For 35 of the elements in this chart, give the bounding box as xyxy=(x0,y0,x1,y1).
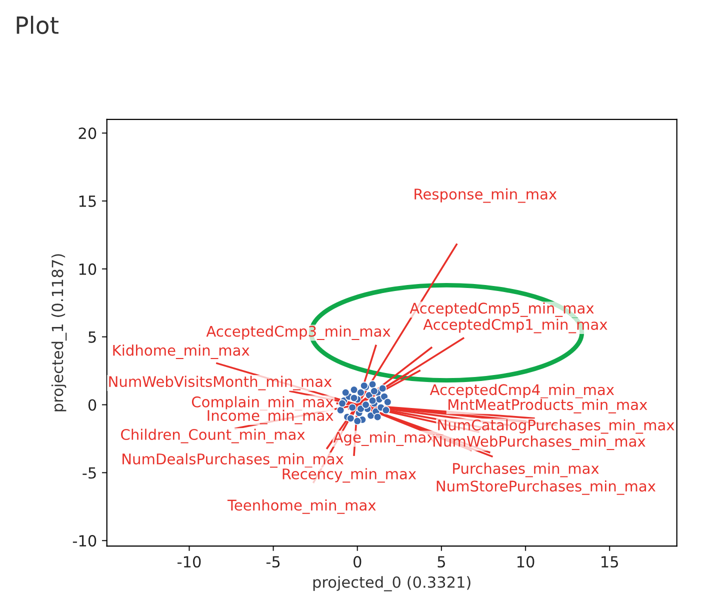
annotation: Age_min_max xyxy=(333,431,435,446)
annotation: MntMeatProducts_min_max xyxy=(448,398,648,414)
x-tick-label: -10 xyxy=(178,556,201,568)
annotation: Purchases_min_max xyxy=(453,462,599,478)
x-tick-label: 5 xyxy=(438,556,445,568)
y-tick-label: 20 xyxy=(78,128,96,140)
annotation: Response_min_max xyxy=(414,188,557,203)
annotation: NumWebVisitsMonth_min_max xyxy=(109,376,332,390)
annotation: NumWebPurchases_min_max xyxy=(433,436,646,450)
y-tick-label: 15 xyxy=(79,196,96,208)
annotation: AcceptedCmp4_min_max xyxy=(430,384,614,398)
annotation: NumDealsPurchases_min_max xyxy=(122,453,344,468)
x-tick-label: 0 xyxy=(354,556,362,568)
x-tick-label: -5 xyxy=(266,556,280,568)
annotation: Complain_min_max xyxy=(192,396,334,411)
annotation: Income_min_max xyxy=(208,410,334,424)
y-tick-label: 0 xyxy=(88,399,96,411)
annotation: Kidhome_min_max xyxy=(113,344,250,360)
annotation: Recency_min_max xyxy=(282,468,416,483)
annotation: AcceptedCmp1_min_max xyxy=(423,318,608,334)
y-tick-label: -10 xyxy=(72,535,96,547)
annotation: NumStorePurchases_min_max xyxy=(436,480,656,495)
x-tick-label: 10 xyxy=(517,556,534,568)
annotation: AcceptedCmp5_min_max xyxy=(410,302,594,317)
y-axis-title: projected_1 (0.1187) xyxy=(51,254,67,412)
annotation: NumCatalogPurchases_min_max xyxy=(438,419,674,434)
y-tick-label: 5 xyxy=(88,331,96,343)
chart-title: Plot xyxy=(16,16,58,34)
annotation: AcceptedCmp3_min_max xyxy=(206,325,390,340)
x-axis-title: projected_0 (0.3321) xyxy=(313,576,470,592)
annotation: Teenhome_min_max xyxy=(227,499,376,514)
x-tick-label: 15 xyxy=(602,556,618,568)
y-tick-label: -5 xyxy=(82,467,96,479)
annotation: Children_Count_min_max xyxy=(121,428,305,444)
y-tick-label: 10 xyxy=(79,263,96,275)
